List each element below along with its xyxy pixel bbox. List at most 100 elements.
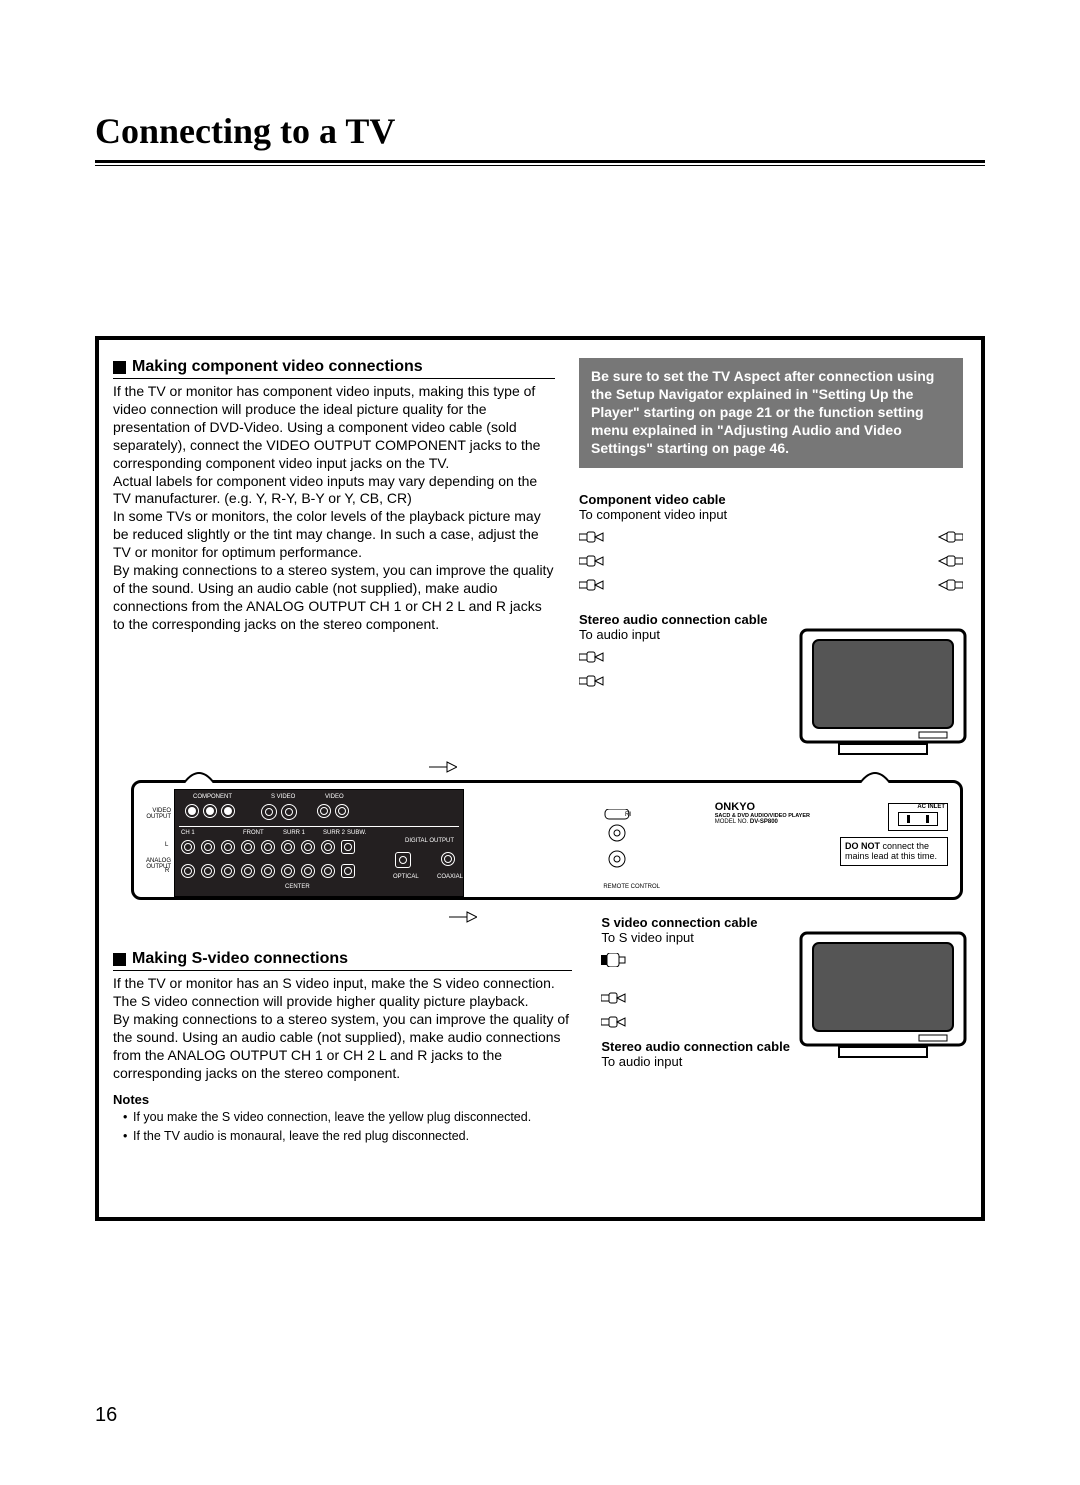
jack-icon (181, 864, 195, 878)
jack-icon (321, 840, 335, 854)
rca-plug-icon (915, 555, 963, 567)
r-label: R (165, 868, 169, 874)
component-body-text: If the TV or monitor has component video… (113, 383, 555, 634)
component-cable-row-2 (579, 550, 963, 572)
coaxial-jack-icon (441, 852, 455, 866)
jack-icon (221, 804, 235, 818)
rca-plug-icon (915, 531, 963, 543)
front-label: FRONT (243, 830, 264, 836)
page-number: 16 (95, 1404, 117, 1427)
note-item: If the TV audio is monaural, leave the r… (123, 1128, 572, 1144)
remote-control-jacks: RI REMOTE CONTROL (603, 809, 660, 890)
optical-label: OPTICAL (393, 874, 419, 880)
jack-icon (301, 864, 315, 878)
jack-icon (201, 864, 215, 878)
jack-icon (241, 864, 255, 878)
svideo-jack-icon (281, 804, 297, 820)
ac-warning: DO NOT connect the mains lead at this ti… (840, 837, 948, 866)
jack-icon (261, 864, 275, 878)
video-jack-label: VIDEO (325, 794, 344, 800)
jack-icon (185, 804, 199, 818)
square-bullet-icon (113, 953, 126, 966)
brand-block: ONKYO SACD & DVD AUDIO/VIDEO PLAYER MODE… (715, 801, 810, 826)
jack-block: COMPONENT S VIDEO VIDEO VIDEO OUTPUT ANA… (174, 789, 464, 897)
ch1-label: CH 1 (181, 830, 195, 836)
title-rule-thick (95, 160, 985, 163)
component-cable-sub: To component video input (579, 507, 963, 522)
rca-plug-icon (579, 555, 627, 567)
rca-plug-icon (601, 1016, 649, 1028)
section-heading-component: Making component video connections (113, 358, 555, 379)
l-label: L (165, 842, 168, 848)
jack-icon (321, 864, 335, 878)
surr2-label: SURR 2 (323, 830, 345, 836)
svideo-body-text: If the TV or monitor has an S video inpu… (113, 975, 572, 1082)
video-output-label: VIDEO OUTPUT (141, 808, 171, 820)
right-column: Be sure to set the TV Aspect after conne… (579, 358, 963, 722)
jack-icon (221, 840, 235, 854)
note-item: If you make the S video connection, leav… (123, 1109, 572, 1125)
panel-foot-icon (184, 769, 214, 783)
rca-plug-icon (915, 579, 963, 591)
jack-icon (335, 804, 349, 818)
signal-arrow-icon (429, 760, 457, 774)
rca-plug-icon (601, 992, 649, 1004)
warning-bold: DO NOT (845, 841, 880, 851)
coaxial-label: COAXIAL (437, 874, 463, 880)
component-cable-group: Component video cable To component video… (579, 492, 963, 596)
component-jack-label: COMPONENT (193, 794, 232, 800)
subw-label: SUBW. (347, 830, 366, 836)
ac-inlet: AC INLET (888, 803, 948, 831)
upper-columns: Making component video connections If th… (113, 358, 963, 722)
jack-icon (341, 840, 355, 854)
remote-label: REMOTE CONTROL (603, 884, 660, 890)
lower-right-column: S video connection cable To S video inpu… (601, 915, 963, 1085)
svideo-jack-icon (261, 804, 277, 820)
page-title: Connecting to a TV (95, 110, 985, 152)
rca-plug-icon (579, 531, 627, 543)
jack-icon (241, 840, 255, 854)
jack-icon (281, 864, 295, 878)
svideo-cable-title: S video connection cable (601, 915, 963, 930)
jack-icon (221, 864, 235, 878)
center-label: CENTER (285, 884, 310, 890)
signal-arrow-icon (449, 910, 477, 924)
aspect-callout: Be sure to set the TV Aspect after conne… (579, 358, 963, 468)
jack-icon (301, 840, 315, 854)
jack-icon (341, 864, 355, 878)
left-column: Making component video connections If th… (113, 358, 555, 722)
rear-panel-diagram: COMPONENT S VIDEO VIDEO VIDEO OUTPUT ANA… (131, 780, 963, 900)
tv-illustration-bottom (799, 931, 967, 1061)
square-bullet-icon (113, 361, 126, 374)
lower-left-column: Making S-video connections If the TV or … (113, 950, 572, 1144)
svideo-plug-icon (601, 953, 649, 967)
rca-plug-icon (579, 675, 627, 687)
component-cable-row-1 (579, 526, 963, 548)
ac-socket-icon (898, 812, 938, 826)
model-value: DV-SP800 (750, 819, 778, 825)
stereo-cable-top-title: Stereo audio connection cable (579, 612, 963, 627)
model-label: MODEL NO. (715, 819, 750, 825)
jack-icon (181, 840, 195, 854)
notes-list: If you make the S video connection, leav… (113, 1109, 572, 1144)
heading-component-label: Making component video connections (132, 358, 423, 376)
digital-output-label: DIGITAL OUTPUT (405, 838, 454, 844)
title-rule-thin (95, 165, 985, 166)
optical-jack-icon (395, 852, 411, 868)
component-cable-title: Component video cable (579, 492, 963, 507)
heading-svideo-label: Making S-video connections (132, 950, 348, 968)
rca-plug-icon (579, 579, 627, 591)
svideo-jack-label: S VIDEO (271, 794, 295, 800)
jack-icon (203, 804, 217, 818)
rca-plug-icon (579, 651, 627, 663)
section-heading-svideo: Making S-video connections (113, 950, 572, 971)
panel-foot-icon (860, 769, 890, 783)
tv-illustration-top (799, 628, 967, 758)
notes-heading: Notes (113, 1092, 572, 1107)
jack-icon (201, 840, 215, 854)
jack-icon (281, 840, 295, 854)
surr1-label: SURR 1 (283, 830, 305, 836)
component-cable-row-3 (579, 574, 963, 596)
jack-icon (317, 804, 331, 818)
content-frame: Making component video connections If th… (95, 336, 985, 1221)
